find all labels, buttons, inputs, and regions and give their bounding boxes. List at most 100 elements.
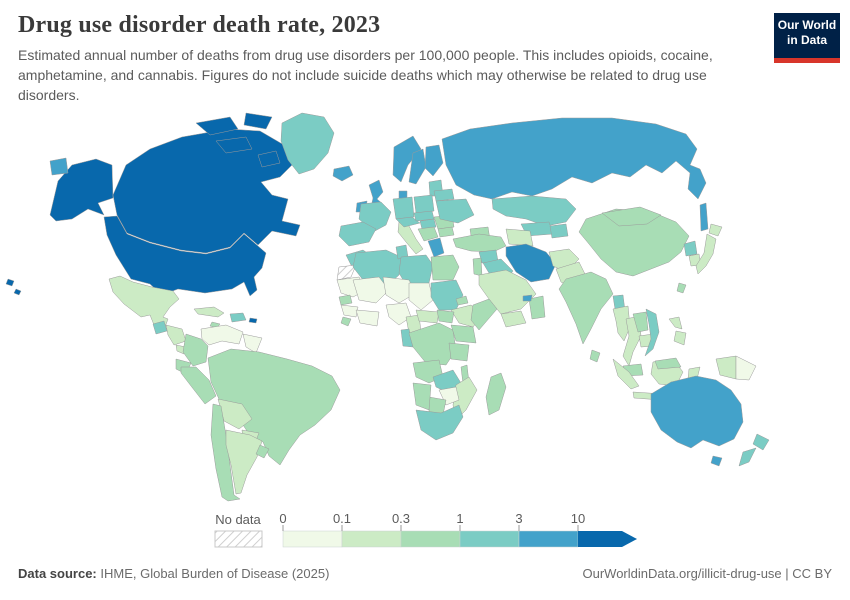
- country-mali[interactable]: [352, 276, 390, 304]
- country-argentina[interactable]: [225, 429, 263, 495]
- credit-link[interactable]: OurWorldinData.org/illicit-drug-use: [582, 566, 782, 581]
- country-sakhalin[interactable]: [699, 202, 709, 232]
- country-sri-lanka[interactable]: [589, 349, 601, 363]
- country-somalia[interactable]: [470, 298, 498, 331]
- country-tasmania[interactable]: [710, 455, 723, 467]
- country-peru[interactable]: [180, 366, 217, 405]
- country-philippines[interactable]: [668, 316, 687, 346]
- country-south-africa[interactable]: [415, 404, 464, 441]
- country-tanzania[interactable]: [448, 342, 470, 362]
- country-hokkaido[interactable]: [708, 223, 723, 237]
- legend-band-3[interactable]: [459, 530, 520, 548]
- country-vietnam[interactable]: [644, 308, 660, 357]
- country-venezuela[interactable]: [200, 324, 244, 346]
- country-arctic-island-3[interactable]: [215, 136, 253, 154]
- country-new-zealand-south[interactable]: [738, 447, 757, 467]
- country-australia[interactable]: [650, 375, 744, 449]
- country-bulgaria[interactable]: [437, 226, 455, 238]
- country-west-balkans[interactable]: [417, 226, 439, 242]
- country-greenland[interactable]: [280, 112, 335, 175]
- country-kazakhstan[interactable]: [491, 195, 577, 227]
- country-ivory-coast-ghana[interactable]: [355, 309, 380, 327]
- country-levant[interactable]: [472, 257, 483, 277]
- country-guyanas[interactable]: [242, 333, 263, 354]
- country-russia[interactable]: [441, 117, 707, 200]
- country-colombia[interactable]: [182, 333, 209, 367]
- country-sweden[interactable]: [408, 148, 427, 185]
- country-spain-portugal[interactable]: [338, 221, 377, 247]
- country-italy[interactable]: [397, 221, 424, 255]
- country-belarus[interactable]: [433, 188, 455, 202]
- country-alpine[interactable]: [395, 216, 421, 228]
- country-guinea[interactable]: [340, 304, 359, 318]
- country-norway[interactable]: [392, 135, 422, 183]
- country-egypt[interactable]: [430, 254, 460, 281]
- country-greece[interactable]: [427, 237, 445, 258]
- country-mexico[interactable]: [108, 275, 180, 328]
- country-south-sudan[interactable]: [436, 309, 455, 324]
- country-myanmar[interactable]: [612, 305, 631, 342]
- country-namibia[interactable]: [412, 382, 432, 411]
- country-eritrea[interactable]: [455, 295, 469, 306]
- country-hawaii[interactable]: [5, 278, 22, 296]
- country-kyrgyzstan-tajikistan[interactable]: [549, 223, 569, 239]
- country-hungary[interactable]: [419, 218, 437, 230]
- country-alaska[interactable]: [49, 158, 114, 222]
- country-germany[interactable]: [392, 196, 415, 220]
- country-arctic-island-1[interactable]: [195, 116, 239, 136]
- country-iran[interactable]: [505, 243, 557, 283]
- owid-logo[interactable]: Our World in Data: [774, 13, 840, 63]
- country-malaysia-borneo[interactable]: [654, 357, 682, 370]
- country-cuba[interactable]: [193, 306, 225, 318]
- country-st-lawrence-island[interactable]: [49, 157, 69, 176]
- country-sumatra[interactable]: [612, 358, 640, 390]
- country-turkey[interactable]: [452, 233, 507, 253]
- legend-band-4[interactable]: [518, 530, 579, 548]
- legend-band-2[interactable]: [400, 530, 461, 548]
- country-iceland[interactable]: [332, 165, 354, 182]
- legend-band-arrow[interactable]: [578, 531, 637, 547]
- country-hispaniola[interactable]: [229, 312, 247, 323]
- country-uganda-kenya[interactable]: [450, 324, 477, 344]
- country-western-sahara[interactable]: [336, 264, 357, 281]
- license-label: CC BY: [792, 566, 832, 581]
- country-india[interactable]: [558, 271, 614, 345]
- country-chile[interactable]: [210, 403, 241, 502]
- country-madagascar[interactable]: [485, 372, 507, 416]
- legend-no-data-label: No data: [215, 512, 261, 527]
- country-taiwan[interactable]: [676, 282, 687, 294]
- country-arctic-island-4[interactable]: [257, 150, 281, 168]
- country-ukraine[interactable]: [435, 198, 475, 224]
- country-west-papua[interactable]: [715, 355, 737, 380]
- country-puerto-rico[interactable]: [248, 317, 258, 324]
- country-saudi-arabia[interactable]: [478, 269, 537, 315]
- country-north-korea[interactable]: [683, 240, 698, 257]
- legend-band-1[interactable]: [341, 530, 402, 548]
- country-chad[interactable]: [408, 282, 434, 311]
- legend-band-0[interactable]: [282, 530, 343, 548]
- country-uruguay[interactable]: [255, 444, 270, 459]
- country-senegal[interactable]: [338, 294, 353, 306]
- country-sudan[interactable]: [430, 279, 464, 311]
- country-japan[interactable]: [695, 233, 717, 275]
- country-oman[interactable]: [528, 295, 546, 320]
- country-yemen[interactable]: [500, 310, 527, 328]
- data-source[interactable]: Data source: IHME, Global Burden of Dise…: [18, 566, 329, 581]
- country-honduras-nicaragua[interactable]: [165, 324, 187, 346]
- country-uae[interactable]: [522, 294, 533, 302]
- country-poland[interactable]: [413, 194, 435, 214]
- country-laos[interactable]: [632, 311, 649, 333]
- country-finland[interactable]: [424, 144, 444, 177]
- country-new-zealand-north[interactable]: [752, 433, 770, 451]
- country-united-states[interactable]: [103, 215, 267, 297]
- country-sierra-leone[interactable]: [340, 316, 352, 327]
- country-papua-new-guinea[interactable]: [735, 355, 757, 381]
- country-nigeria[interactable]: [385, 302, 412, 326]
- country-turkmenistan[interactable]: [505, 228, 534, 247]
- country-canada[interactable]: [112, 128, 301, 254]
- country-niger[interactable]: [382, 276, 417, 304]
- country-arctic-island-2[interactable]: [243, 112, 273, 130]
- country-mongolia[interactable]: [601, 206, 662, 227]
- country-central-african-republic[interactable]: [415, 309, 440, 324]
- legend-no-data-swatch[interactable]: [214, 530, 263, 548]
